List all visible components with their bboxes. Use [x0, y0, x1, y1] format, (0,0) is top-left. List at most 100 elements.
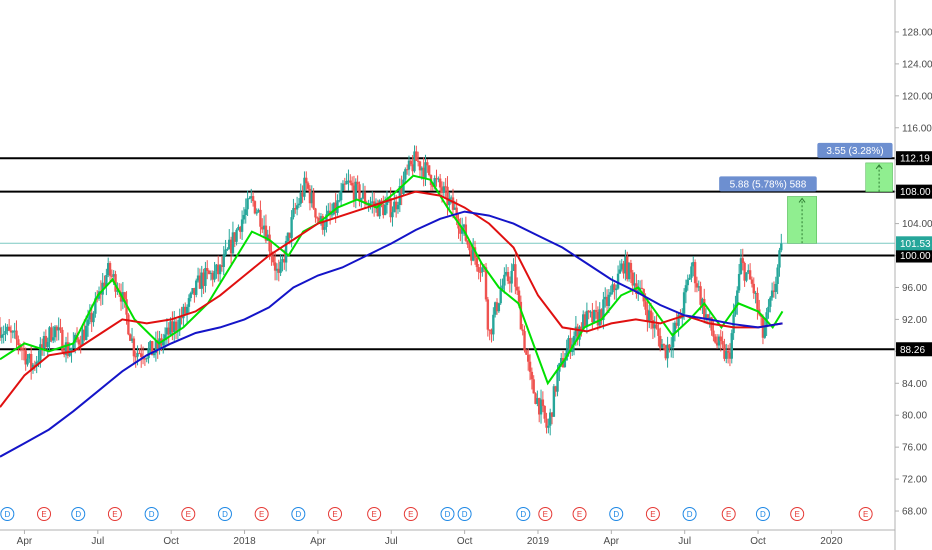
candle — [499, 278, 502, 305]
moving-averages — [0, 174, 784, 458]
earnings-marker[interactable]: E — [790, 507, 805, 521]
candle — [149, 340, 152, 353]
dividend-marker[interactable]: D — [609, 507, 624, 521]
dividend-marker[interactable]: D — [291, 507, 306, 521]
dividend-marker[interactable]: D — [755, 507, 770, 521]
candle — [301, 185, 304, 203]
candle-body — [398, 186, 402, 205]
candle — [248, 196, 251, 200]
earnings-marker[interactable]: E — [858, 507, 873, 521]
candle — [600, 308, 603, 325]
candle — [57, 317, 60, 341]
measure-tools[interactable]: 5.88 (5.78%) 588 3.55 (3.28%) — [719, 142, 893, 244]
candle-body — [233, 232, 236, 242]
earnings-marker[interactable]: E — [645, 507, 660, 521]
candle — [79, 335, 82, 354]
candle — [163, 327, 167, 349]
earnings-marker[interactable]: E — [367, 507, 382, 521]
price-axis[interactable]: 68.0072.0076.0080.0084.0088.0092.0096.00… — [894, 0, 932, 550]
earnings-marker[interactable]: E — [328, 507, 343, 521]
candle-body — [433, 178, 436, 187]
dividend-marker[interactable]: D — [217, 507, 232, 521]
candle — [673, 320, 677, 342]
candle — [261, 218, 264, 234]
dividend-marker[interactable]: D — [0, 507, 15, 521]
candle-body — [532, 379, 535, 394]
candle-body — [244, 209, 247, 215]
candle — [15, 320, 18, 350]
candle — [486, 296, 490, 337]
candle-body — [712, 330, 715, 337]
earnings-marker[interactable]: E — [572, 507, 587, 521]
candle-body — [633, 283, 636, 286]
dividend-marker[interactable]: D — [440, 507, 455, 521]
earnings-marker[interactable]: E — [254, 507, 269, 521]
candle — [92, 311, 95, 327]
candle-body — [504, 271, 508, 275]
candle-body — [385, 200, 389, 206]
candle-body — [26, 358, 29, 365]
candle — [534, 392, 537, 405]
candle-body — [218, 265, 222, 275]
event-circle — [144, 507, 159, 521]
time-axis[interactable]: Apr Jul Oct 2018 Apr Jul Oct 2019 Apr Jul Oct 2020 — [0, 529, 895, 547]
event-letter: D — [149, 510, 155, 519]
candle-body — [84, 325, 88, 340]
candle-body — [538, 398, 541, 415]
dividend-marker[interactable]: D — [71, 507, 86, 521]
candle — [741, 248, 744, 271]
candle-body — [721, 341, 724, 345]
earnings-marker[interactable]: E — [403, 507, 418, 521]
candle — [407, 155, 411, 176]
time-tick-label: 2018 — [233, 536, 256, 547]
candle-body — [64, 342, 68, 355]
candle — [217, 255, 220, 282]
candle — [653, 316, 656, 338]
candle-body — [88, 312, 92, 320]
candle — [235, 228, 238, 246]
candle — [569, 328, 572, 359]
candle — [552, 384, 556, 417]
candle-body — [246, 198, 249, 210]
earnings-marker[interactable]: E — [721, 507, 736, 521]
candle-body — [708, 317, 711, 320]
candle-body — [185, 306, 189, 314]
candle — [312, 188, 315, 210]
candle — [178, 308, 181, 337]
price-tick-label: 104.00 — [902, 219, 932, 230]
price-range-measure: 3.55 (3.28%) — [817, 142, 893, 192]
earnings-marker[interactable]: E — [37, 507, 52, 521]
candle — [341, 180, 345, 191]
candle-body — [261, 226, 264, 230]
dividend-marker[interactable]: D — [682, 507, 697, 521]
earnings-marker[interactable]: E — [181, 507, 196, 521]
dividend-marker[interactable]: D — [516, 507, 531, 521]
candle — [108, 261, 112, 284]
candle — [648, 304, 651, 329]
candle-body — [530, 371, 534, 380]
current-price-label-box — [896, 236, 932, 251]
candle-body — [677, 314, 680, 326]
candle-body — [163, 334, 167, 341]
candle-body — [745, 272, 748, 281]
candle — [549, 408, 552, 436]
dividend-marker[interactable]: D — [144, 507, 159, 521]
earnings-marker[interactable]: E — [107, 507, 122, 521]
candle-body — [714, 336, 717, 343]
candle-body — [184, 306, 187, 314]
level-price-label: 112.19 — [900, 154, 930, 165]
earnings-marker[interactable]: E — [538, 507, 553, 521]
candle — [747, 264, 750, 275]
candle-body — [268, 234, 271, 252]
candle-body — [462, 224, 466, 228]
dividend-marker[interactable]: D — [457, 507, 472, 521]
candle-body — [618, 269, 622, 274]
candle-body — [319, 216, 323, 223]
candle — [143, 356, 147, 366]
candle-body — [668, 344, 671, 349]
candle — [398, 178, 402, 213]
candle-body — [13, 330, 16, 332]
time-tick-label: 2019 — [527, 536, 550, 547]
